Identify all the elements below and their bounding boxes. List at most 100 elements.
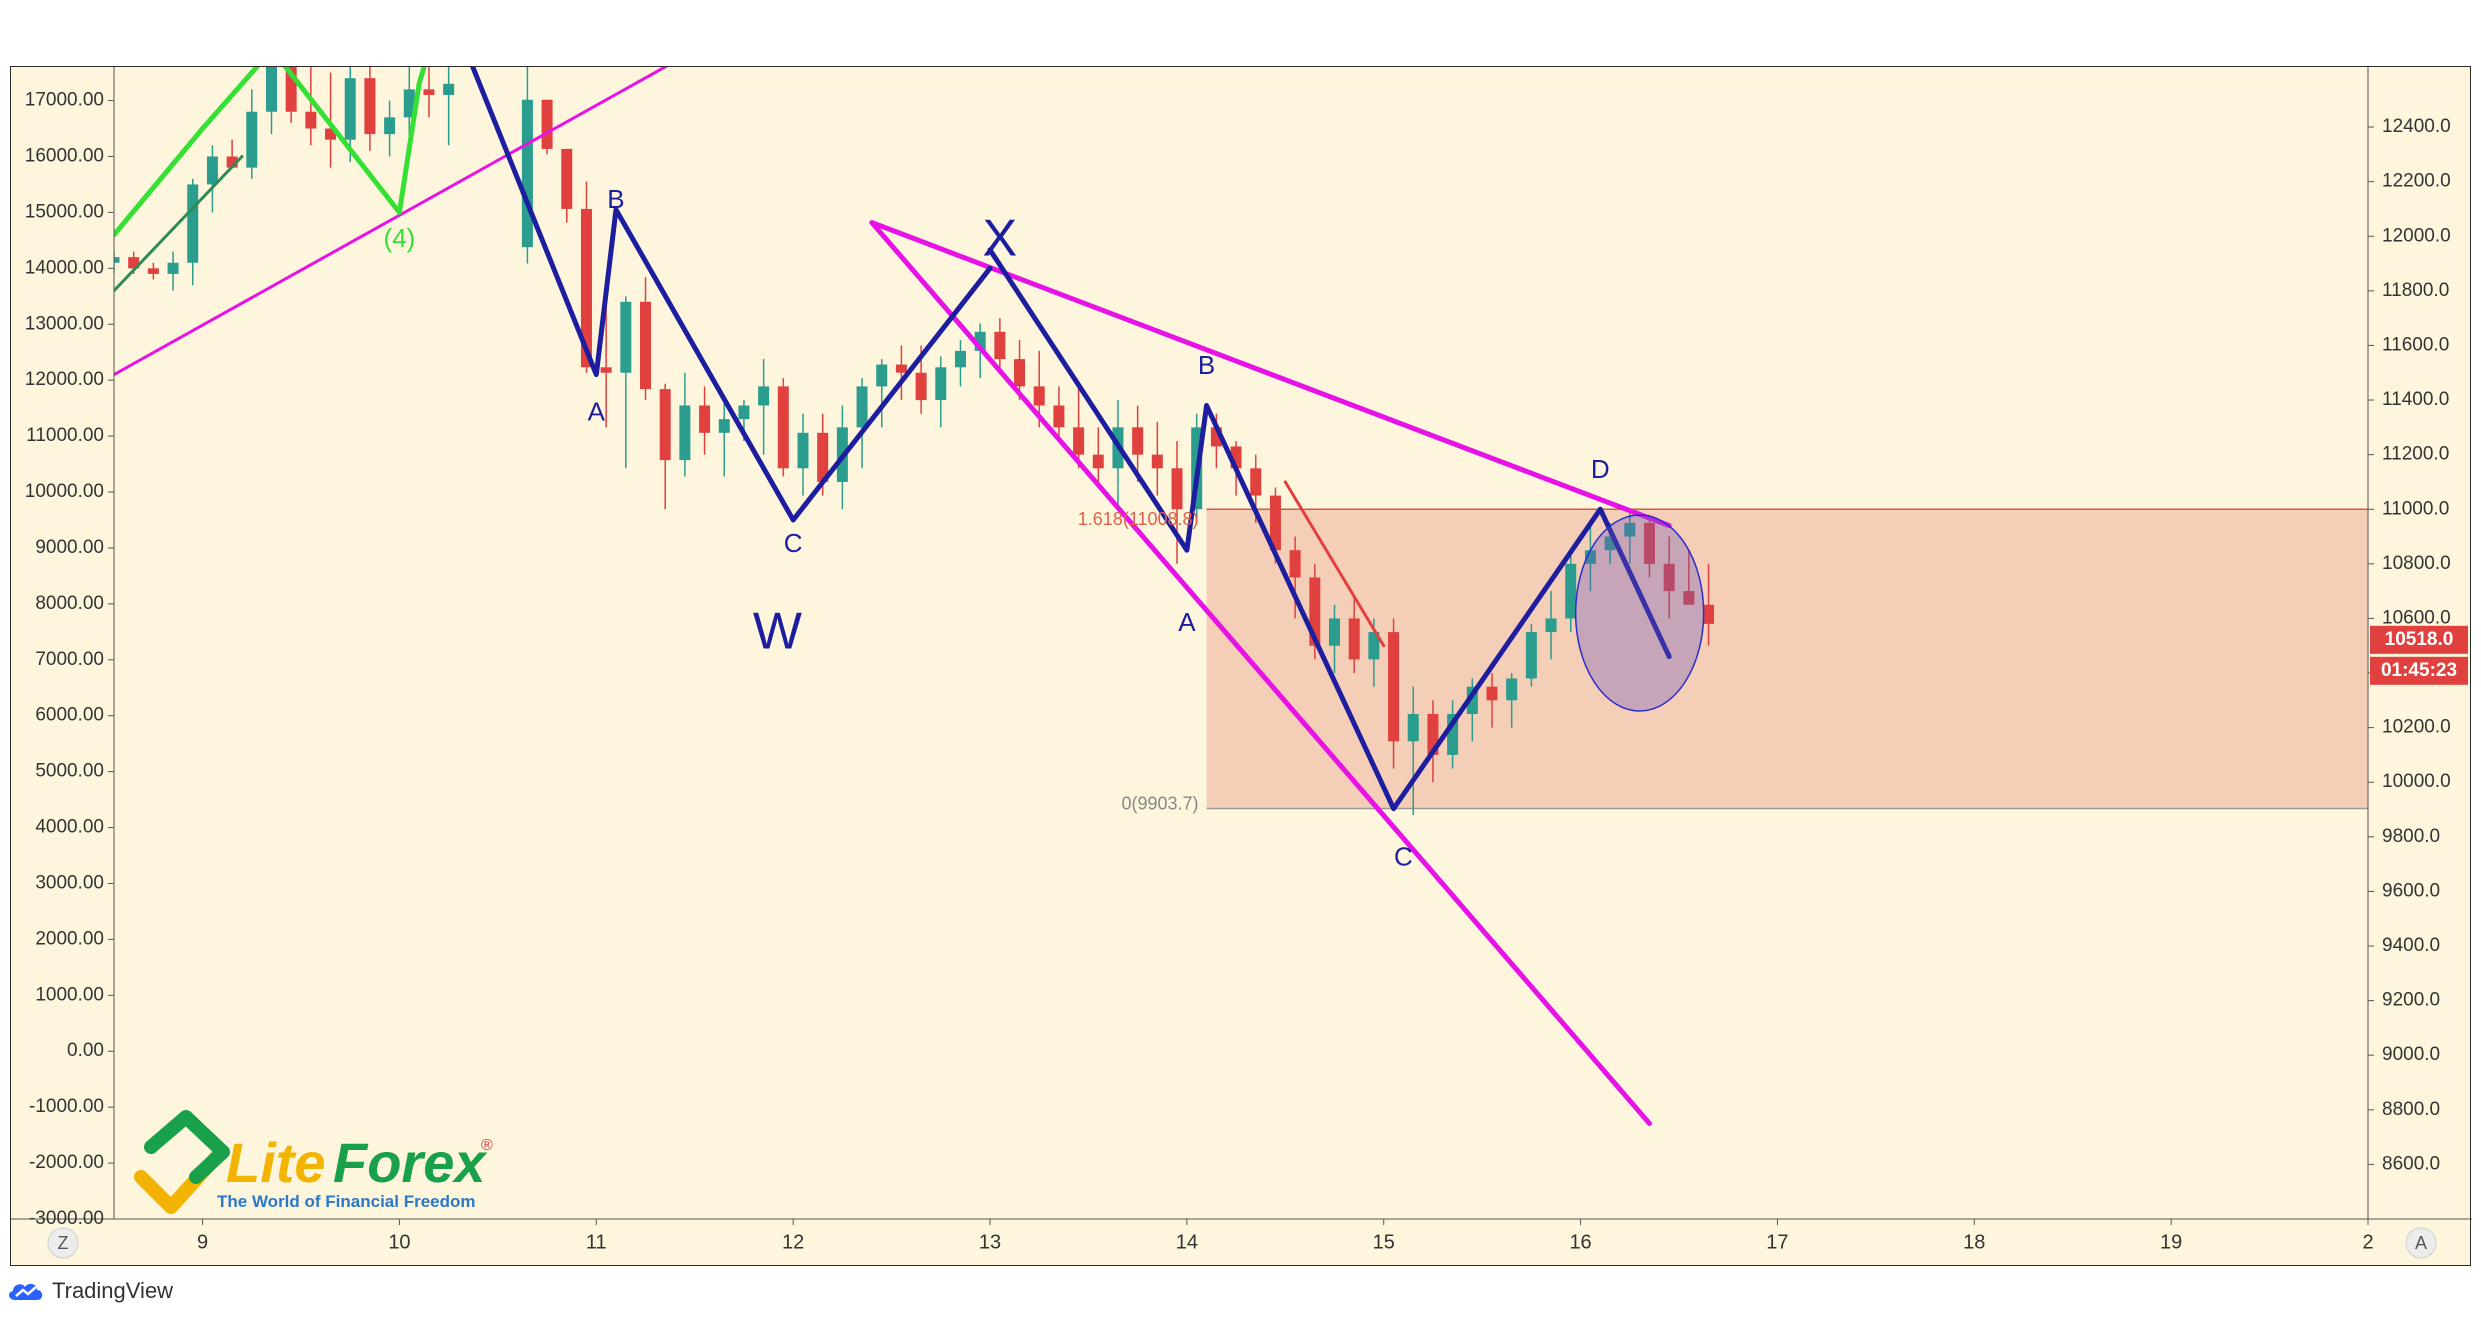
z-button[interactable] xyxy=(47,1227,79,1259)
candle-body xyxy=(954,350,966,368)
wave-label: (4) xyxy=(384,223,416,253)
candle-body xyxy=(1171,468,1183,510)
candle xyxy=(325,72,337,168)
candle xyxy=(521,67,533,264)
candle-body xyxy=(1703,604,1715,624)
right-axis-tick-label: 8800.0 xyxy=(2382,1099,2440,1120)
trendline-lower xyxy=(869,220,1652,1126)
cloud-icon xyxy=(9,1283,43,1300)
candle-body xyxy=(128,257,140,269)
left-axis-tick-label: 8000.00 xyxy=(35,593,104,614)
left-axis-tick-label: 13000.00 xyxy=(25,313,104,334)
candle-body xyxy=(1151,454,1163,469)
candle xyxy=(265,67,277,135)
candle xyxy=(895,345,907,401)
candle xyxy=(246,89,258,179)
left-axis-tick-label: 11000.00 xyxy=(26,425,104,446)
candle xyxy=(876,359,888,428)
candle xyxy=(1427,700,1439,783)
logo-text-forex: Forex xyxy=(333,1131,488,1194)
candle xyxy=(1663,536,1675,619)
candle xyxy=(443,67,455,146)
chart-canvas[interactable]: B A (4) C W X B A C D 1.618(11008.8) 0(9903.7) 17000… xyxy=(11,67,2472,1267)
right-axis-tick-label: 12200.0 xyxy=(2382,171,2451,192)
a-button[interactable] xyxy=(2405,1227,2437,1259)
candle-body xyxy=(876,364,888,387)
x-axis-tick-label: 16 xyxy=(1569,1231,1591,1253)
liteforex-logo: Lite Forex® The World of Financial Freedom xyxy=(134,1110,493,1214)
right-axis-tick-label: 10200.0 xyxy=(2382,717,2451,738)
candle xyxy=(1151,421,1163,496)
candle-body xyxy=(265,67,277,112)
x-axis-tick-label: 12 xyxy=(782,1231,804,1253)
right-axis-tick-label: 12000.0 xyxy=(2382,225,2451,246)
left-axis-tick-label: 3000.00 xyxy=(35,872,104,893)
candle-body xyxy=(1132,427,1144,455)
candle xyxy=(1545,591,1557,660)
candle-body xyxy=(187,184,199,263)
candle-body xyxy=(1525,632,1537,679)
right-axis-tick-label: 10800.0 xyxy=(2382,553,2451,574)
candle-body xyxy=(679,405,691,461)
left-axis-tick-label: 9000.00 xyxy=(35,537,104,558)
wave-label: C xyxy=(784,528,803,558)
candle-body xyxy=(384,117,396,135)
candle xyxy=(659,383,671,510)
tradingview-logo[interactable]: TradingView xyxy=(6,1278,173,1304)
left-axis-tick-label: 16000.00 xyxy=(25,145,104,166)
candle xyxy=(1565,550,1577,633)
candle xyxy=(1703,563,1715,646)
right-axis-tick-label: 9600.0 xyxy=(2382,880,2440,901)
candle xyxy=(640,277,652,401)
left-axis-tick-label: 15000.00 xyxy=(25,201,104,222)
logo-tagline: The World of Financial Freedom xyxy=(217,1192,476,1211)
candle-body xyxy=(1289,550,1301,578)
candle-body xyxy=(561,148,573,209)
candle-body xyxy=(1309,577,1321,646)
candle-body xyxy=(541,99,553,149)
candle xyxy=(1525,623,1537,687)
candle-body xyxy=(1250,468,1262,496)
candle-body xyxy=(915,372,927,401)
plot-area: B A (4) C W X B A C D 1.618(11008.8) 0(9903.7) xyxy=(114,67,2368,1126)
candle-body xyxy=(114,257,120,263)
candle-body xyxy=(246,111,258,168)
candle-body xyxy=(758,386,770,406)
candle-body xyxy=(1663,563,1675,592)
candle-body xyxy=(1643,522,1655,564)
candle-body xyxy=(1447,713,1459,755)
wave-label: W xyxy=(753,602,802,660)
candle xyxy=(994,318,1006,373)
last-price-badge xyxy=(2370,625,2468,654)
candle-body xyxy=(1329,618,1341,646)
right-axis-tick-label: 11800.0 xyxy=(2382,280,2449,301)
candle xyxy=(423,67,435,118)
candle-body xyxy=(777,386,789,469)
x-axis-tick-label: 9 xyxy=(197,1231,208,1253)
candle xyxy=(541,99,553,155)
x-axis-tick-label: 14 xyxy=(1176,1231,1198,1253)
wave-label: X xyxy=(983,209,1018,267)
candle xyxy=(856,378,868,469)
wave-label: D xyxy=(1591,454,1610,484)
candle xyxy=(1171,440,1183,564)
left-axis-tick-label: -3000.00 xyxy=(29,1208,104,1229)
candle-body xyxy=(1348,618,1360,660)
candle-body xyxy=(1486,686,1498,701)
candle-body xyxy=(305,111,317,129)
x-axis-tick-label: 13 xyxy=(979,1231,1001,1253)
candle xyxy=(1348,596,1360,674)
left-axis-tick-label: 6000.00 xyxy=(35,705,104,726)
x-axis-tick-label: 11 xyxy=(586,1231,607,1253)
candle xyxy=(1388,618,1400,769)
wave-label: B xyxy=(1198,350,1215,380)
right-axis-tick-label: 10600.0 xyxy=(2382,607,2451,628)
left-axis-tick-label: -2000.00 xyxy=(29,1152,104,1173)
x-axis-tick-label: 15 xyxy=(1373,1231,1395,1253)
candle-body xyxy=(600,367,612,373)
candle-body xyxy=(167,262,179,274)
left-axis-tick-label: 2000.00 xyxy=(35,928,104,949)
candle xyxy=(1683,550,1695,605)
last-price-text: 10518.0 xyxy=(2385,629,2454,650)
wave-label: A xyxy=(1178,607,1196,637)
